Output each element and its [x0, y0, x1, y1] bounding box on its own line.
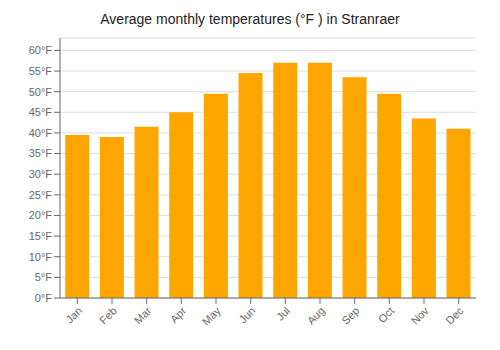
svg-text:25°F: 25°F: [29, 189, 53, 201]
svg-text:60°F: 60°F: [29, 44, 53, 56]
svg-text:40°F: 40°F: [29, 127, 53, 139]
svg-text:Dec: Dec: [443, 304, 466, 327]
html-text:Average monthly temperatures (: Average monthly temperatures (°F ) in St…: [100, 11, 400, 27]
svg-text:Oct: Oct: [376, 304, 397, 325]
svg-text:35°F: 35°F: [29, 147, 53, 159]
svg-text:20°F: 20°F: [29, 209, 53, 221]
svg-text:5°F: 5°F: [35, 271, 53, 283]
svg-text:Jul: Jul: [274, 304, 292, 322]
svg-text:Nov: Nov: [409, 304, 432, 327]
svg-text:0°F: 0°F: [35, 292, 53, 304]
svg-text:Jan: Jan: [63, 304, 84, 325]
svg-text:Aug: Aug: [305, 304, 327, 326]
svg-text:May: May: [200, 304, 224, 328]
svg-text:Jun: Jun: [237, 304, 258, 325]
svg-text:Feb: Feb: [97, 304, 119, 326]
svg-text:Apr: Apr: [168, 304, 189, 325]
svg-text:Mar: Mar: [132, 304, 154, 326]
svg-text:10°F: 10°F: [29, 251, 53, 263]
svg-text:Sep: Sep: [339, 304, 361, 326]
svg-text:30°F: 30°F: [29, 168, 53, 180]
svg-text:50°F: 50°F: [29, 86, 53, 98]
svg-text:45°F: 45°F: [29, 106, 53, 118]
svg-text:15°F: 15°F: [29, 230, 53, 242]
svg-text:55°F: 55°F: [29, 65, 53, 77]
